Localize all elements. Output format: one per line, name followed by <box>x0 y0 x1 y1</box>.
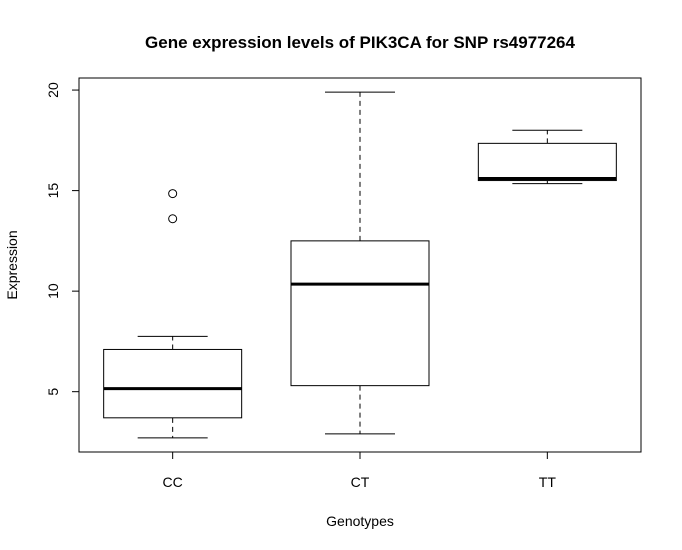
x-tick-label: TT <box>539 474 557 490</box>
y-tick-label: 5 <box>45 388 61 396</box>
y-tick-label: 15 <box>45 183 61 199</box>
box-ct <box>290 91 430 435</box>
chart-title: Gene expression levels of PIK3CA for SNP… <box>145 33 575 52</box>
y-tick-label: 20 <box>45 82 61 98</box>
x-axis: CC CT TT <box>163 451 557 490</box>
iqr-box <box>103 348 243 419</box>
x-axis-label: Genotypes <box>326 513 394 529</box>
y-axis-label: Expression <box>4 230 20 299</box>
outlier-point <box>168 189 178 199</box>
iqr-box <box>477 142 617 182</box>
y-axis: 5 10 15 20 <box>45 82 80 396</box>
y-tick-label: 10 <box>45 283 61 299</box>
x-tick-label: CC <box>163 474 183 490</box>
outlier-point <box>168 214 178 224</box>
x-tick-label: CT <box>351 474 370 490</box>
boxes-group <box>103 91 617 439</box>
box-cc <box>103 189 243 439</box>
iqr-box <box>290 240 430 387</box>
box-tt <box>477 129 617 185</box>
